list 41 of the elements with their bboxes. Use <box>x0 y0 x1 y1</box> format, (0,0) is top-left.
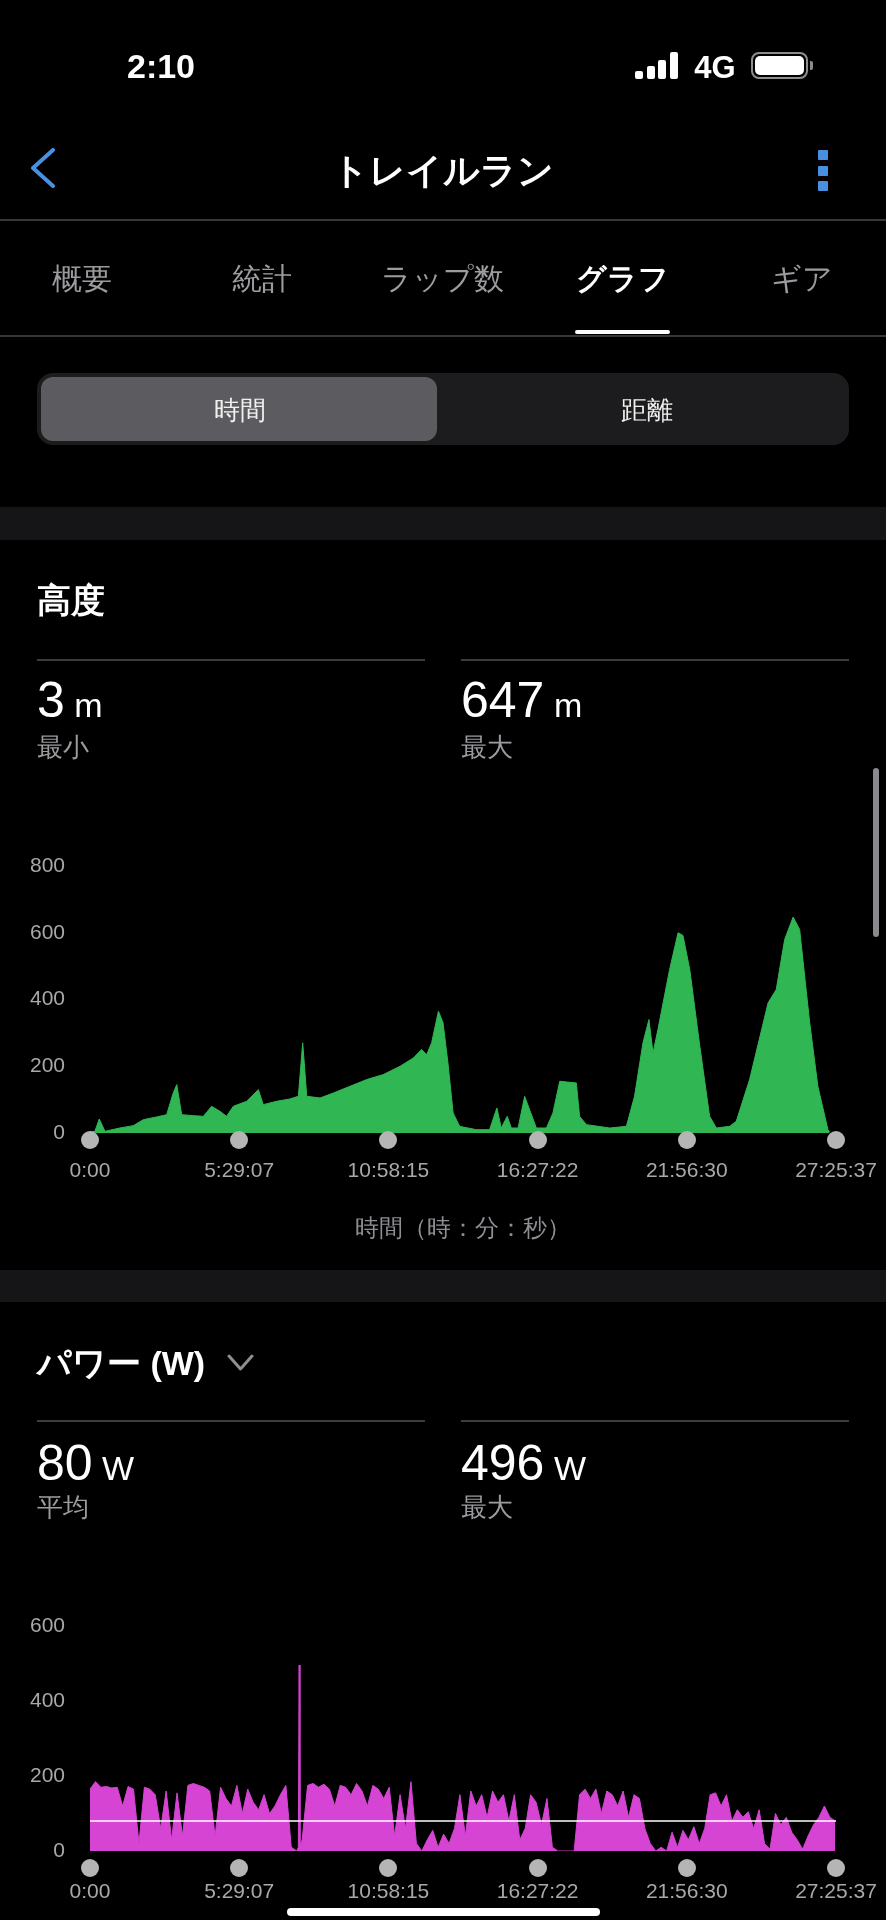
text: 平均 <box>37 1492 89 1522</box>
x-tick-label: 27:25:37 <box>795 1879 877 1903</box>
x-tick-label: 21:56:30 <box>645 1879 728 1903</box>
y-tick-label: 200 <box>29 1053 65 1077</box>
text: 最大 <box>461 732 513 762</box>
text: 3 m <box>37 672 103 728</box>
text: 最小 <box>37 732 89 762</box>
y-tick-label: 200 <box>29 1762 65 1786</box>
y-tick-label: 800 <box>29 852 65 876</box>
y-tick-label: 600 <box>29 1612 65 1636</box>
text: 概要 <box>52 261 112 297</box>
x-tick-label: 27:25:37 <box>795 1158 877 1182</box>
y-tick-label: 600 <box>29 919 65 943</box>
x-tick-label: 0:00 <box>69 1879 111 1903</box>
x-tick-label: 5:29:07 <box>204 1879 275 1903</box>
text: ラップ数 <box>380 261 504 297</box>
chart-title: 高度 <box>37 580 105 620</box>
x-tick-label: 10:58:15 <box>347 1158 430 1182</box>
x-tick-label: 16:27:22 <box>496 1158 579 1182</box>
x-tick-label: 0:00 <box>69 1158 111 1182</box>
segmented-control: 時間 距離 <box>37 373 849 445</box>
text: グラフ <box>575 261 669 297</box>
text: 最大 <box>461 1492 513 1522</box>
y-tick-label: 0 <box>53 1119 65 1143</box>
text: 4G <box>694 48 736 86</box>
text: 496 W <box>461 1435 586 1491</box>
y-tick-label: 0 <box>53 1837 65 1861</box>
x-axis-title: 時間（時：分：秒） <box>355 1214 571 1242</box>
x-tick-label: 16:27:22 <box>496 1879 579 1903</box>
chart-title: パワー (W) <box>37 1343 206 1383</box>
y-tick-label: 400 <box>29 986 65 1010</box>
text: 2:10 <box>126 45 196 87</box>
text: トレイルラン <box>332 148 554 192</box>
text: 647 m <box>461 672 583 728</box>
text: ギア <box>771 261 833 297</box>
text: 80 W <box>37 1435 135 1491</box>
text: 統計 <box>232 261 292 297</box>
x-tick-label: 10:58:15 <box>347 1879 430 1903</box>
y-tick-label: 400 <box>29 1687 65 1711</box>
x-tick-label: 5:29:07 <box>204 1158 275 1182</box>
x-tick-label: 21:56:30 <box>645 1158 728 1182</box>
